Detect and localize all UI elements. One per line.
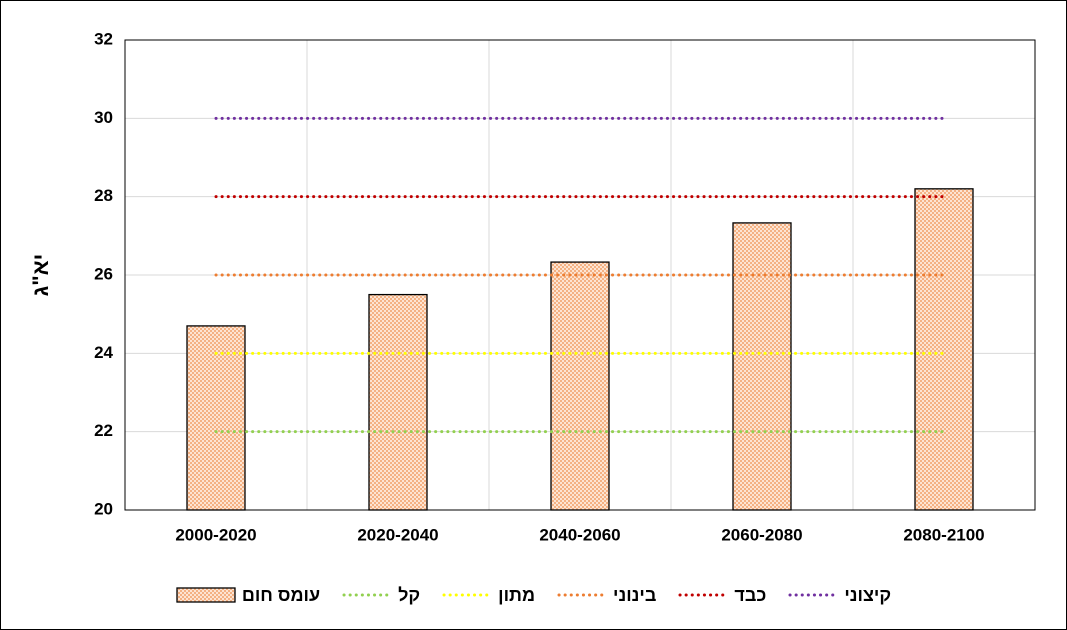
legend-label: קל xyxy=(398,584,421,605)
legend-item: בינוני xyxy=(557,585,656,606)
legend-item: מתון xyxy=(442,585,535,606)
legend-item: קיצוני xyxy=(788,585,891,606)
legend-label: מתון xyxy=(498,584,536,605)
x-tick-label: 2040-2060 xyxy=(539,525,620,544)
legend-item: עומס חום xyxy=(176,585,320,606)
y-tick-label: 30 xyxy=(94,108,113,127)
legend-label: בינוני xyxy=(613,584,657,605)
y-tick-label: 26 xyxy=(94,264,113,283)
bar xyxy=(732,222,792,511)
legend-label: קיצוני xyxy=(844,584,892,605)
y-tick-label: 28 xyxy=(94,186,113,205)
legend-item: קל xyxy=(342,585,420,606)
bar xyxy=(186,325,246,511)
legend-label: כבד xyxy=(734,584,767,605)
y-tick-label: 20 xyxy=(94,499,113,518)
y-tick-label: 24 xyxy=(94,343,113,362)
y-axis-label: יא"ג xyxy=(28,254,53,297)
x-tick-label: 2020-2040 xyxy=(357,525,438,544)
legend-swatch xyxy=(176,587,236,603)
legend-swatch xyxy=(788,593,838,597)
y-tick-label: 32 xyxy=(94,29,113,48)
x-tick-label: 2080-2100 xyxy=(903,525,984,544)
x-tick-label: 2060-2080 xyxy=(721,525,802,544)
legend-bar-swatch xyxy=(176,587,236,603)
bar xyxy=(550,261,610,511)
legend-swatch xyxy=(342,593,392,597)
legend-swatch xyxy=(442,593,492,597)
legend-swatch xyxy=(678,593,728,597)
bar xyxy=(368,293,428,511)
x-tick-label: 2000-2020 xyxy=(175,525,256,544)
legend-label: עומס חום xyxy=(241,584,321,605)
legend: קיצוני כבד בינוני מתון קל עומס חום xyxy=(0,580,1067,610)
y-tick-label: 22 xyxy=(94,421,113,440)
bar xyxy=(914,188,974,511)
legend-swatch xyxy=(557,593,607,597)
legend-item: כבד xyxy=(678,585,766,606)
